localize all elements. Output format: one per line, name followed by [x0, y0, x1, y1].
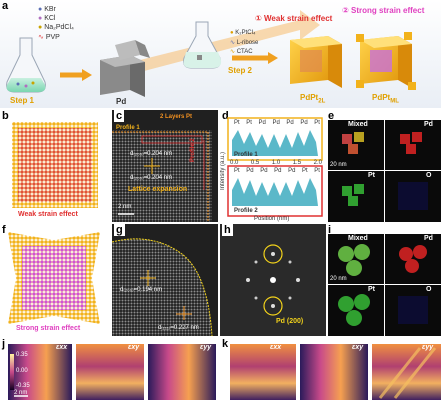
- dot-icon: ●: [38, 15, 43, 22]
- hrtem-image-c: [112, 110, 218, 222]
- strong-strain-model: [8, 232, 100, 324]
- wave-icon: ∿: [38, 34, 44, 41]
- eds-mixed-label: Mixed: [348, 121, 368, 128]
- strain-label-eyy-j: εyy: [200, 344, 212, 351]
- step-2-label: Step 2: [228, 66, 253, 75]
- lattice-expansion-label: Lattice expansion: [128, 186, 188, 193]
- panel-a-background: [0, 0, 441, 108]
- scale-bar-e: 20 nm: [330, 162, 347, 168]
- colorbar-min: -0.35: [16, 383, 30, 389]
- scale-bar-i: 20 nm: [330, 276, 347, 282]
- colorbar-mid: 0.00: [16, 368, 28, 374]
- panel-label-e: e: [328, 110, 335, 122]
- legend-pvp: ∿ PVP: [38, 34, 60, 41]
- panel-label-i: i: [328, 224, 332, 236]
- pdpt2l-icon: [290, 36, 342, 88]
- panel-label-h: h: [222, 224, 233, 236]
- panel-g: g d₍₂₀₀₎=0.194 nm d₍₁₁₁₎=0.227 nm: [112, 224, 218, 336]
- eds-mixed-label-i: Mixed: [348, 235, 368, 242]
- step-1-label: Step 1: [10, 96, 35, 105]
- strain-maps-j: [8, 344, 216, 400]
- eds-maps-e: [328, 120, 441, 222]
- fft-pattern: [220, 224, 326, 336]
- panel-label-f: f: [2, 224, 6, 236]
- strain-label-exx-j: εxx: [56, 344, 68, 351]
- panel-label-b: b: [2, 110, 9, 122]
- x-ticks: 0.0 0.5 1.0 1.5 2.0: [230, 160, 322, 166]
- panel-label-a: a: [2, 0, 9, 12]
- colorbar-max: 0.35: [16, 352, 28, 358]
- strain-maps-k: [230, 344, 441, 400]
- pd-200-label: Pd (200): [276, 318, 304, 325]
- scale-bar-j: 2 nm: [14, 390, 28, 396]
- panel-e: e Mixed Pd Pt O 20 nm: [328, 110, 441, 222]
- panel-i: i Mixed Pd Pt O 20 nm: [328, 224, 441, 336]
- panel-a: a ● KBr ● KCl ● Na₂PdCl₄ ∿ PVP Step 1 Pd…: [0, 0, 441, 108]
- panel-b: b Weak strain effect: [0, 110, 108, 222]
- eds-maps-i: [328, 234, 441, 336]
- profile-2-peak-labels: Pt Pd Pd Pd Pd Pt Pt: [234, 168, 320, 174]
- panel-label-j: j: [2, 338, 6, 350]
- pdptml-icon: [356, 32, 416, 90]
- panel-j: j εxx εxy εy: [0, 338, 218, 400]
- legend-kcl: ● KCl: [38, 15, 56, 22]
- eds-pd-label-i: Pd: [424, 235, 433, 242]
- profile-2-title: Profile 2: [234, 208, 258, 214]
- eds-o-label: O: [426, 172, 432, 179]
- x-axis-label: Position (nm): [254, 216, 290, 222]
- profile-2-label: Profile 2: [190, 138, 196, 162]
- panel-label-d: d: [222, 110, 229, 122]
- eds-pt-label: Pt: [368, 172, 375, 179]
- hrtem-image-g: [112, 224, 218, 336]
- panel-k: k εxx εxy εyy: [220, 338, 441, 400]
- panel-c: c 2 Layers Pt Profile 1 Profile 2 d₍₂₀₀₎…: [112, 110, 218, 222]
- profile-1-title: Profile 1: [234, 152, 258, 158]
- pd-label: Pd: [116, 97, 127, 106]
- strong-strain-caption: Strong strain effect: [16, 325, 81, 332]
- dot-icon: ●: [230, 30, 234, 36]
- intensity-profiles: [227, 117, 323, 217]
- eds-pd-label: Pd: [424, 121, 433, 128]
- pdpt2l-label: PdPt2L: [300, 93, 326, 105]
- d-spacing-g1: d₍₂₀₀₎=0.194 nm: [120, 287, 163, 293]
- legend-kbr: ● KBr: [38, 6, 56, 13]
- dot-icon: ●: [38, 24, 43, 31]
- legend-na2pdcl4: ● Na₂PdCl₄: [38, 24, 74, 31]
- y-axis-label: Intensity (a.u.): [220, 151, 226, 190]
- wave-icon: ∿: [230, 40, 236, 46]
- panel-label-g: g: [114, 224, 125, 236]
- two-layers-pt-label: 2 Layers Pt: [160, 114, 193, 120]
- panel-label-c: c: [114, 110, 125, 122]
- panel-label-k: k: [222, 338, 229, 350]
- panel-f: f Strong strain effect: [0, 224, 108, 336]
- eds-o-label-i: O: [426, 286, 432, 293]
- weak-strain-caption: Weak strain effect: [18, 211, 78, 218]
- panel-h: h Pd (200): [220, 224, 326, 336]
- strain-label-exy-j: εxy: [128, 344, 140, 351]
- scale-bar-c: 2 nm: [118, 204, 132, 210]
- strain-label-exy-k: εxy: [352, 344, 364, 351]
- strain-label-exx-k: εxx: [270, 344, 282, 351]
- weak-strain-model: [12, 122, 98, 208]
- pdptml-label: PdPtML: [372, 93, 399, 105]
- d-spacing-2: d₍₂₀₀₎=0.204 nm: [130, 175, 173, 181]
- pd-cubes-icon: [100, 40, 150, 97]
- legend-k2ptcl4: ● K₂PtCl₄: [230, 30, 256, 36]
- d-spacing-1: d₍₂₀₀₎=0.204 nm: [130, 151, 173, 157]
- legend-l-ribose: ∿ L-ribose: [230, 40, 259, 46]
- profile-1-peak-labels: Pt Pt Pd Pd Pd Pd Pt: [234, 120, 320, 126]
- legend-ctac: ∿ CTAC: [230, 49, 253, 55]
- dot-icon: ●: [38, 6, 43, 13]
- strong-strain-title: ② Strong strain effect: [342, 6, 425, 15]
- weak-strain-title: ① Weak strain effect: [255, 14, 333, 23]
- panel-d: d Pt Pt Pd Pd Pd Pd Pt Profile 1 Pt Pd Pd Pd Pd Pt P…: [220, 110, 326, 222]
- eds-pt-label-i: Pt: [368, 286, 375, 293]
- wave-icon: ∿: [230, 49, 236, 55]
- profile-1-label: Profile 1: [116, 125, 140, 131]
- strain-label-eyy-k: εyy: [422, 344, 434, 351]
- d-spacing-g2: d₍₁₁₁₎=0.227 nm: [158, 325, 199, 331]
